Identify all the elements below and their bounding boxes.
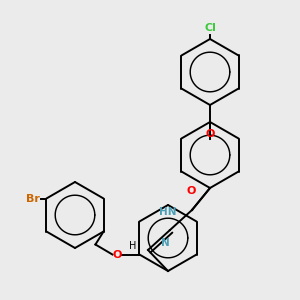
Text: HN: HN <box>158 207 176 217</box>
Text: O: O <box>113 250 122 260</box>
Text: Cl: Cl <box>204 23 216 33</box>
Text: Br: Br <box>26 194 39 203</box>
Text: N: N <box>160 238 169 248</box>
Text: O: O <box>187 186 196 196</box>
Text: H: H <box>129 241 136 251</box>
Text: O: O <box>205 129 215 139</box>
